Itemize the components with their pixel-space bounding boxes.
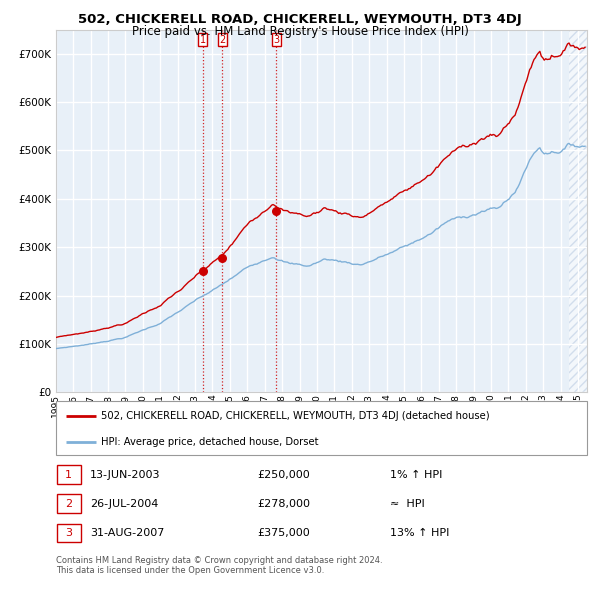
Point [271,206,281,215]
Text: ≈  HPI: ≈ HPI [391,499,425,509]
Text: 3: 3 [273,35,279,45]
Text: £250,000: £250,000 [257,470,310,480]
Text: 1: 1 [200,35,206,45]
Text: £278,000: £278,000 [257,499,311,509]
Text: Price paid vs. HM Land Registry's House Price Index (HPI): Price paid vs. HM Land Registry's House … [131,25,469,38]
Bar [569,30,587,392]
FancyBboxPatch shape [57,466,81,484]
Text: 1% ↑ HPI: 1% ↑ HPI [391,470,443,480]
Text: £375,000: £375,000 [257,528,310,538]
FancyBboxPatch shape [56,401,587,455]
Text: HPI: Average price, detached house, Dorset: HPI: Average price, detached house, Dors… [101,437,319,447]
Text: 2: 2 [65,499,73,509]
Text: 26-JUL-2004: 26-JUL-2004 [91,499,158,509]
Text: 13% ↑ HPI: 13% ↑ HPI [391,528,450,538]
Text: 3: 3 [65,528,73,538]
Text: 502, CHICKERELL ROAD, CHICKERELL, WEYMOUTH, DT3 4DJ (detached house): 502, CHICKERELL ROAD, CHICKERELL, WEYMOU… [101,411,490,421]
Text: 2: 2 [219,35,226,45]
FancyBboxPatch shape [57,494,81,513]
Text: 502, CHICKERELL ROAD, CHICKERELL, WEYMOUTH, DT3 4DJ: 502, CHICKERELL ROAD, CHICKERELL, WEYMOU… [78,13,522,26]
Point [198,267,208,276]
Text: Contains HM Land Registry data © Crown copyright and database right 2024.
This d: Contains HM Land Registry data © Crown c… [56,556,382,575]
Text: 1: 1 [65,470,73,480]
Point [218,253,227,263]
Text: 13-JUN-2003: 13-JUN-2003 [91,470,161,480]
FancyBboxPatch shape [57,523,81,542]
Text: 31-AUG-2007: 31-AUG-2007 [91,528,164,538]
